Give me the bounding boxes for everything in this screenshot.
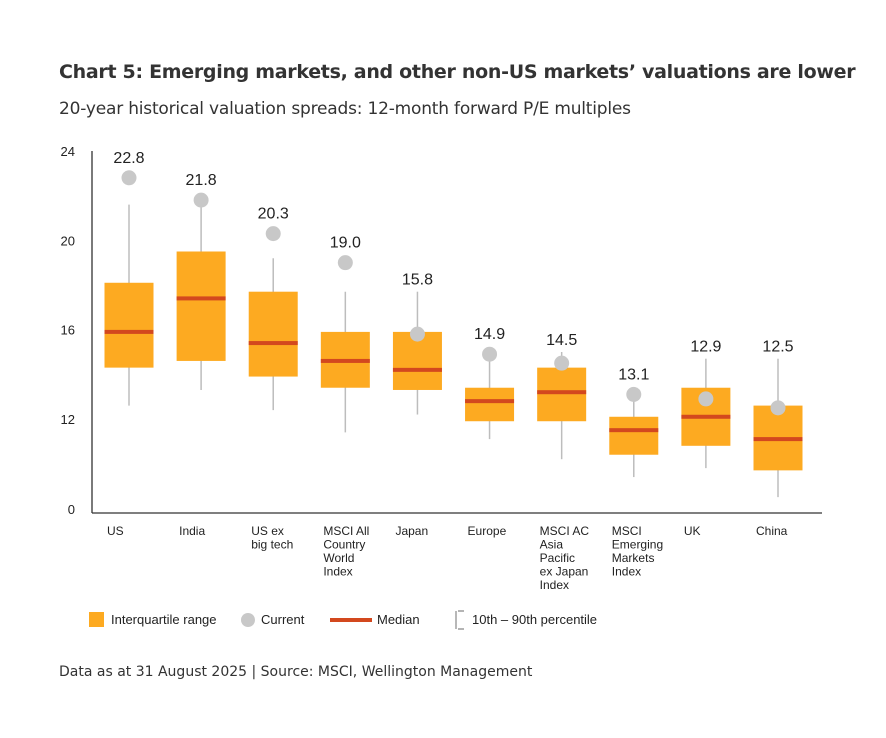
median-line [392, 367, 442, 372]
interquartile-box [465, 387, 515, 422]
current-value-label: 14.9 [474, 326, 505, 343]
x-tick-label: MSCI AC Asia Pacific ex Japan Index [540, 524, 590, 592]
x-tick-label-line: India [179, 524, 205, 538]
legend-label-current: Current [261, 612, 305, 627]
x-tick-label: US [107, 524, 124, 538]
current-value-label: 12.5 [762, 339, 793, 356]
current-dot [337, 255, 353, 271]
current-value-label: 22.8 [113, 150, 144, 167]
x-tick-label-line: Markets [612, 551, 655, 565]
current-value-label: 19.0 [330, 235, 361, 252]
x-tick-label-line: US ex [251, 524, 284, 538]
x-tick-label: MSCI All Country World Index [323, 524, 369, 579]
current-dot [409, 326, 425, 342]
x-tick-label-line: Asia [540, 538, 564, 552]
x-tick-label-line: MSCI AC [540, 524, 590, 538]
x-tick-label-line: MSCI All [323, 524, 369, 538]
x-tick-label-line: Japan [395, 524, 428, 538]
x-tick-label-line: UK [684, 524, 701, 538]
interquartile-box [609, 416, 659, 455]
legend-swatch-iqr [89, 612, 104, 627]
interquartile-box [537, 367, 587, 422]
legend-swatch-current [241, 613, 255, 627]
x-tick-label: Japan [395, 524, 428, 538]
legend-label-median: Median [377, 612, 420, 627]
legend-label-iqr: Interquartile range [111, 612, 217, 627]
legend-swatch-median [330, 618, 372, 622]
current-dot [698, 391, 714, 407]
chart-title: Chart 5: Emerging markets, and other non… [59, 61, 856, 83]
median-line [465, 399, 515, 404]
x-tick-label: UK [684, 524, 701, 538]
interquartile-box [176, 251, 226, 361]
x-tick-label-line: Index [323, 565, 352, 579]
y-tick-label: 12 [61, 412, 75, 427]
x-tick-label-line: Pacific [540, 551, 575, 565]
x-tick-label-line: big tech [251, 538, 293, 552]
current-dot [626, 386, 642, 402]
current-value-label: 15.8 [402, 272, 433, 289]
median-line [176, 296, 226, 301]
current-dot [554, 355, 570, 371]
x-tick-label: India [179, 524, 205, 538]
x-tick-label-line: Europe [468, 524, 507, 538]
median-line [248, 341, 298, 346]
x-tick-label-line: China [756, 524, 788, 538]
current-dot [265, 226, 281, 242]
current-value-label: 20.3 [258, 206, 289, 223]
x-tick-label-line: World [323, 551, 354, 565]
current-value-label: 21.8 [186, 172, 217, 189]
interquartile-box [104, 282, 154, 368]
current-dot [770, 400, 786, 416]
current-dot [482, 346, 498, 362]
median-line [753, 437, 803, 442]
median-line [609, 428, 659, 433]
median-line [537, 390, 587, 395]
current-value-label: 14.5 [546, 332, 577, 349]
x-tick-label-line: Emerging [612, 538, 663, 552]
y-tick-label: 24 [61, 144, 75, 159]
median-line [104, 329, 154, 334]
x-tick-label: MSCI Emerging Markets Index [612, 524, 663, 579]
y-tick-label: 20 [61, 233, 75, 248]
x-tick-label-line: MSCI [612, 524, 642, 538]
chart-subtitle: 20-year historical valuation spreads: 12… [59, 99, 631, 119]
current-value-label: 12.9 [690, 339, 721, 356]
current-dot [193, 192, 209, 208]
median-line [320, 358, 370, 363]
x-tick-label: China [756, 524, 788, 538]
x-tick-label: US ex big tech [251, 524, 293, 552]
y-tick-label: 16 [61, 323, 75, 338]
x-tick-label: Europe [468, 524, 507, 538]
x-tick-label-line: US [107, 524, 124, 538]
y-tick-label: 0 [68, 502, 75, 517]
current-dot [121, 170, 137, 186]
x-tick-label-line: Index [540, 578, 569, 592]
x-tick-label-line: ex Japan [540, 565, 589, 579]
legend-swatch-percentile [455, 610, 464, 630]
source-footnote: Data as at 31 August 2025 | Source: MSCI… [59, 664, 533, 680]
interquartile-box [248, 291, 298, 377]
current-value-label: 13.1 [618, 366, 649, 383]
legend-label-percentile: 10th – 90th percentile [472, 612, 597, 627]
x-tick-label-line: Index [612, 565, 641, 579]
x-tick-label-line: Country [323, 538, 365, 552]
median-line [681, 414, 731, 419]
